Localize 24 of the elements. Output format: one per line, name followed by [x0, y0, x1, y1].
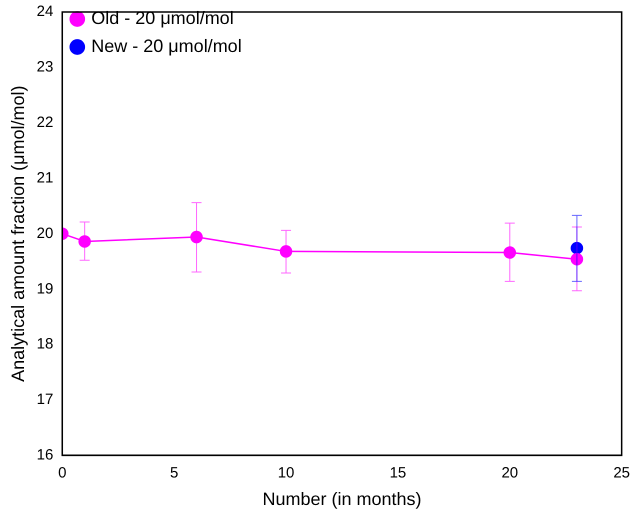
point [570, 242, 584, 254]
y-tick-label: 24 [36, 3, 54, 20]
x-tick-label: 20 [501, 464, 518, 482]
legend-label: New - 20 μmol/mol [91, 36, 242, 56]
point [190, 230, 203, 244]
point [78, 235, 91, 248]
point [504, 246, 516, 259]
point [280, 245, 292, 258]
y-tick-label: 23 [36, 58, 54, 76]
y-tick-label: 22 [36, 114, 54, 131]
x-tick-label: 10 [278, 464, 294, 482]
y-tick-label: 17 [36, 391, 54, 408]
x-tick-label: 5 [170, 464, 178, 482]
x-tick-label: 15 [390, 464, 406, 482]
x-axis-title: Number (in months) [262, 489, 422, 510]
y-tick-label: 19 [36, 280, 54, 298]
x-tick-label: 0 [58, 464, 66, 482]
y-axis-title: Analytical amount fraction (μmol/mol) [8, 85, 28, 382]
point [570, 252, 584, 266]
y-tick-label: 20 [36, 224, 54, 242]
y-tick-label: 21 [36, 169, 54, 186]
y-tick-label: 16 [36, 446, 54, 464]
x-tick-label: 25 [613, 464, 630, 482]
y-tick-label: 18 [36, 336, 54, 353]
